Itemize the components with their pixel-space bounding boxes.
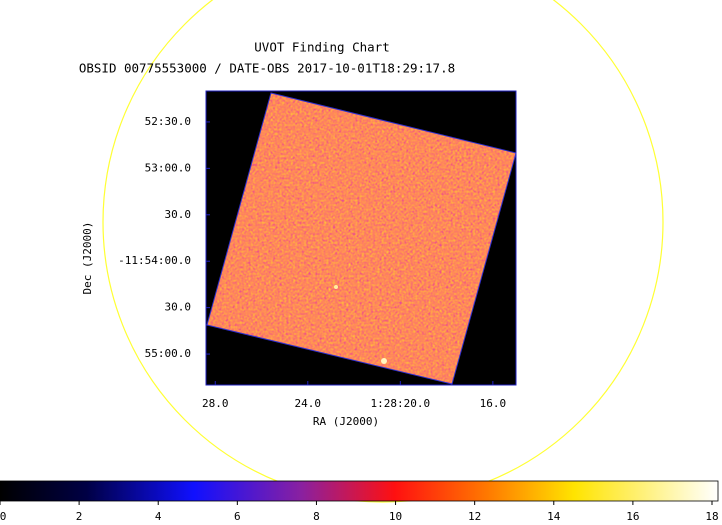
y-tick-label: -11:54:00.0 bbox=[118, 254, 191, 267]
colorbar-tick-label: 6 bbox=[234, 510, 241, 521]
chart-title: UVOT Finding Chart bbox=[254, 40, 389, 55]
y-tick-label: 30.0 bbox=[165, 208, 192, 221]
image-noise bbox=[207, 93, 516, 384]
image-tile bbox=[207, 93, 516, 384]
chart-subtitle: OBSID 00775553000 / DATE-OBS 2017-10-01T… bbox=[79, 61, 455, 76]
colorbar-tick-label: 16 bbox=[626, 510, 639, 521]
colorbar-tick-label: 0 bbox=[0, 510, 6, 521]
colorbar-tick-label: 14 bbox=[547, 510, 561, 521]
colorbar-tick-label: 8 bbox=[313, 510, 320, 521]
source bbox=[381, 358, 387, 364]
y-tick-label: 55:00.0 bbox=[145, 347, 191, 360]
x-tick-label: 24.0 bbox=[295, 397, 322, 410]
colorbar-tick-label: 2 bbox=[76, 510, 83, 521]
colorbar-tick-label: 4 bbox=[155, 510, 162, 521]
y-axis-label: Dec (J2000) bbox=[81, 222, 94, 295]
colorbar-tick-label: 10 bbox=[389, 510, 402, 521]
colorbar-tick-label: 18 bbox=[705, 510, 718, 521]
colorbar bbox=[0, 480, 719, 502]
y-tick-label: 52:30.0 bbox=[145, 115, 191, 128]
x-tick-label: 28.0 bbox=[202, 397, 229, 410]
colorbar-tick-label: 12 bbox=[468, 510, 481, 521]
y-tick-label: 30.0 bbox=[165, 301, 192, 314]
source bbox=[334, 285, 338, 289]
tile-edge bbox=[206, 92, 517, 385]
field-circle bbox=[102, 0, 664, 503]
x-tick-label: 16.0 bbox=[480, 397, 507, 410]
x-tick-label: 1:28:20.0 bbox=[371, 397, 431, 410]
y-tick-label: 53:00.0 bbox=[145, 161, 191, 174]
x-axis-label: RA (J2000) bbox=[313, 415, 379, 428]
